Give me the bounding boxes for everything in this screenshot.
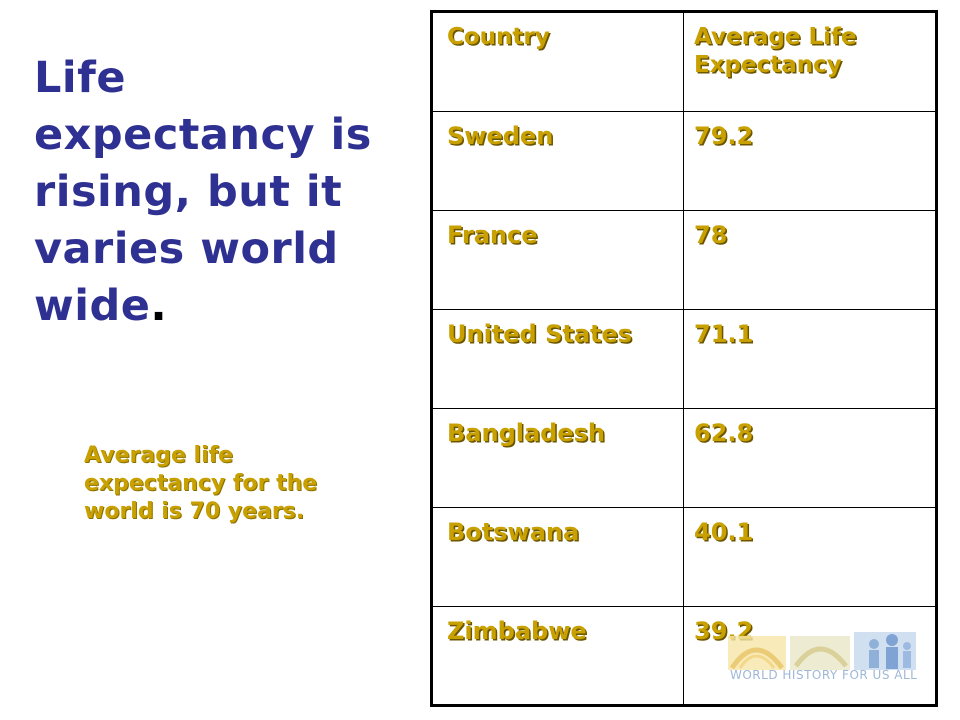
value-cell: 79.2 [683,111,937,211]
table-row: France 78 [431,210,937,310]
country-cell: France [431,210,684,310]
slide-title-text: Life expectancy is rising, but it varies… [34,53,372,331]
slide-title: Life expectancy is rising, but it varies… [34,50,374,335]
country-cell: United States [431,309,684,409]
life-expectancy-table: Country Average Life Expectancy Sweden 7… [430,10,938,707]
country-cell: Bangladesh [431,408,684,508]
world-history-logo-icon [728,632,916,670]
world-average-note: Average life expectancy for the world is… [84,443,318,524]
header-country: Country [431,11,684,112]
value-cell: 40.1 [683,507,937,607]
value-cell: 78 [683,210,937,310]
country-cell: Botswana [431,507,684,607]
table-row: United States 71.1 [431,309,937,409]
country-cell: Zimbabwe [431,606,684,706]
table-header-row: Country Average Life Expectancy [431,11,937,112]
header-average-life-expectancy: Average Life Expectancy [683,11,937,112]
logo-text: WORLD HISTORY FOR US ALL [730,668,918,682]
slide-title-period: . [150,281,168,331]
value-cell: 71.1 [683,309,937,409]
table-row: Sweden 79.2 [431,111,937,211]
table-row: Botswana 40.1 [431,507,937,607]
table-row: Bangladesh 62.8 [431,408,937,508]
value-cell: 62.8 [683,408,937,508]
country-cell: Sweden [431,111,684,211]
